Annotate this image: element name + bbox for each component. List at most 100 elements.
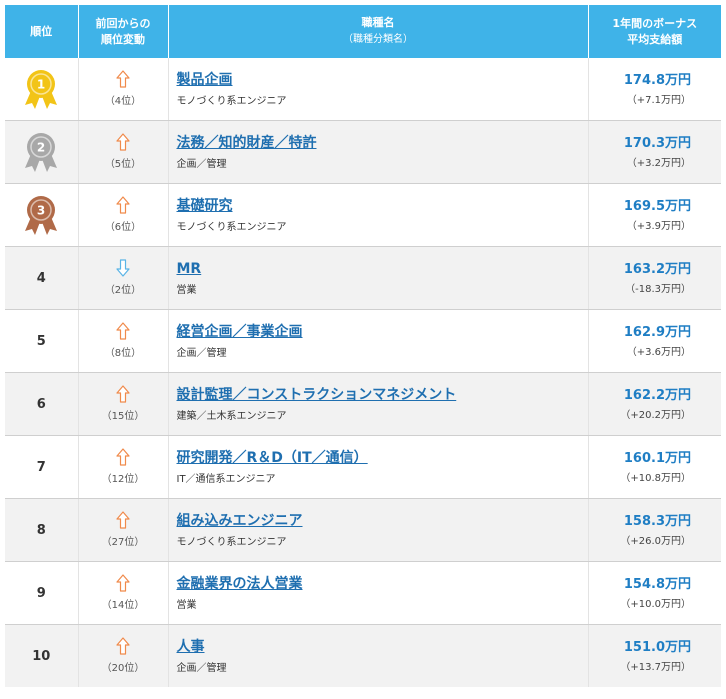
rank-cell: 7 xyxy=(5,435,79,499)
header-bonus: 1年間のボーナス 平均支給額 xyxy=(588,5,721,58)
previous-rank: （15位） xyxy=(101,410,145,422)
job-category: 建築／土木系エンジニア xyxy=(176,411,287,422)
job-title-link[interactable]: 人事 xyxy=(176,639,205,655)
table-body: 1 （4位） 製品企画モノづくり系エンジニア 174.8万円 （+7.1万円） 2 （5位）… xyxy=(5,58,721,687)
bonus-difference: （+7.1万円） xyxy=(626,95,691,106)
bonus-difference: （+13.7万円） xyxy=(620,662,691,673)
table-row: 2 （5位） 法務／知的財産／特許企画／管理 170.3万円 （+3.2万円） xyxy=(5,120,721,184)
previous-rank: （6位） xyxy=(104,221,142,233)
bonus-amount: 170.3万円 xyxy=(623,136,691,151)
job-title-link[interactable]: 製品企画 xyxy=(176,72,233,88)
rank-cell: 2 xyxy=(5,120,79,184)
job-cell: 研究開発／R＆D（IT／通信） IT／通信系エンジニア xyxy=(168,435,589,499)
job-title-link[interactable]: 法務／知的財産／特許 xyxy=(176,135,317,151)
previous-rank: （4位） xyxy=(104,95,142,107)
bonus-amount: 154.8万円 xyxy=(623,577,691,592)
job-title-link[interactable]: 組み込みエンジニア xyxy=(176,513,303,529)
header-job: 職種名 （職種分類名） xyxy=(168,5,589,58)
rank-number: 5 xyxy=(36,333,46,349)
bonus-difference: （+3.2万円） xyxy=(626,158,691,169)
arrow-up-icon xyxy=(79,195,168,216)
rank-cell: 5 xyxy=(5,309,79,373)
rank-cell: 4 xyxy=(5,246,79,310)
bonus-cell: 160.1万円 （+10.8万円） xyxy=(588,435,721,499)
job-cell: 設計監理／コンストラクションマネジメント建築／土木系エンジニア xyxy=(168,372,589,436)
bonus-amount: 158.3万円 xyxy=(623,514,691,529)
rank-number: 6 xyxy=(36,396,46,412)
svg-text:3: 3 xyxy=(37,204,45,218)
rank-number: 4 xyxy=(36,270,46,286)
job-title-link[interactable]: 経営企画／事業企画 xyxy=(176,324,303,340)
bonus-cell: 151.0万円 （+13.7万円） xyxy=(588,624,721,687)
table-row: 1 （4位） 製品企画モノづくり系エンジニア 174.8万円 （+7.1万円） xyxy=(5,58,721,121)
bonus-cell: 170.3万円 （+3.2万円） xyxy=(588,120,721,184)
arrow-up-icon xyxy=(79,69,168,90)
rank-change-cell: （12位） xyxy=(78,435,169,499)
job-title-link[interactable]: 基礎研究 xyxy=(176,198,233,214)
bonus-cell: 174.8万円 （+7.1万円） xyxy=(588,58,721,121)
bonus-difference: （+3.6万円） xyxy=(626,347,691,358)
bonus-amount: 169.5万円 xyxy=(623,199,691,214)
bonus-cell: 158.3万円 （+26.0万円） xyxy=(588,498,721,562)
table-row: 5 （8位） 経営企画／事業企画 企画／管理 162.9万円 （+3.6万円） xyxy=(5,309,721,373)
job-title-link[interactable]: 研究開発／R＆D（IT／通信） xyxy=(176,450,368,466)
rank-cell: 9 xyxy=(5,561,79,625)
bonus-difference: （+26.0万円） xyxy=(620,536,691,547)
bonus-difference: （-18.3万円） xyxy=(625,284,691,295)
previous-rank: （20位） xyxy=(101,662,145,674)
arrow-up-icon xyxy=(79,132,168,153)
bonus-cell: 162.9万円 （+3.6万円） xyxy=(588,309,721,373)
header-change: 前回からの 順位変動 xyxy=(78,5,169,58)
bonus-difference: （+20.2万円） xyxy=(620,410,691,421)
svg-text:1: 1 xyxy=(37,78,45,92)
bonus-cell: 169.5万円 （+3.9万円） xyxy=(588,183,721,247)
job-title-link[interactable]: 金融業界の法人営業 xyxy=(176,576,303,592)
previous-rank: （5位） xyxy=(104,158,142,170)
arrow-down-icon xyxy=(79,258,168,279)
rank-cell: 1 xyxy=(5,58,79,121)
job-title-link[interactable]: 設計監理／コンストラクションマネジメント xyxy=(176,387,457,403)
arrow-up-icon xyxy=(79,573,168,594)
job-cell: 製品企画モノづくり系エンジニア xyxy=(168,58,589,121)
previous-rank: （27位） xyxy=(101,536,145,548)
job-category: モノづくり系エンジニア xyxy=(176,96,287,107)
job-cell: 法務／知的財産／特許企画／管理 xyxy=(168,120,589,184)
rank-change-cell: （8位） xyxy=(78,309,169,373)
bonus-amount: 174.8万円 xyxy=(623,73,691,88)
rank-change-cell: （6位） xyxy=(78,183,169,247)
bonus-amount: 163.2万円 xyxy=(623,262,691,277)
bonus-difference: （+3.9万円） xyxy=(626,221,691,232)
bonus-ranking-table: 順位 前回からの 順位変動 職種名 （職種分類名） 1年間のボーナス 平均支給額 1 （… xyxy=(5,5,721,687)
job-category: 企画／管理 xyxy=(176,663,227,674)
rank-change-cell: （14位） xyxy=(78,561,169,625)
job-title-link[interactable]: MR xyxy=(176,261,202,277)
job-category: 企画／管理 xyxy=(176,159,227,170)
arrow-up-icon xyxy=(79,447,168,468)
bonus-difference: （+10.0万円） xyxy=(620,599,691,610)
rank-number: 10 xyxy=(32,648,51,664)
job-cell: MR 営業 xyxy=(168,246,589,310)
job-category: 営業 xyxy=(176,600,197,611)
arrow-up-icon xyxy=(79,321,168,342)
rank-change-cell: （2位） xyxy=(78,246,169,310)
bonus-amount: 160.1万円 xyxy=(623,451,691,466)
job-category: モノづくり系エンジニア xyxy=(176,222,287,233)
table-row: 8 （27位） 組み込みエンジニアモノづくり系エンジニア 158.3万円 （+26.0万… xyxy=(5,498,721,562)
previous-rank: （2位） xyxy=(104,284,142,296)
job-category: 営業 xyxy=(176,285,197,296)
job-category: IT／通信系エンジニア xyxy=(176,474,276,485)
rank-number: 9 xyxy=(36,585,46,601)
arrow-up-icon xyxy=(79,384,168,405)
rank-change-cell: （27位） xyxy=(78,498,169,562)
rank-change-cell: （20位） xyxy=(78,624,169,687)
job-category: モノづくり系エンジニア xyxy=(176,537,287,548)
silver-medal-icon: 2 xyxy=(5,132,78,172)
rank-number: 8 xyxy=(36,522,46,538)
rank-cell: 8 xyxy=(5,498,79,562)
ranking-table-container: 順位 前回からの 順位変動 職種名 （職種分類名） 1年間のボーナス 平均支給額 1 （… xyxy=(5,5,721,687)
rank-change-cell: （4位） xyxy=(78,58,169,121)
bonus-cell: 154.8万円 （+10.0万円） xyxy=(588,561,721,625)
table-row: 3 （6位） 基礎研究モノづくり系エンジニア 169.5万円 （+3.9万円） xyxy=(5,183,721,247)
table-row: 7 （12位） 研究開発／R＆D（IT／通信） IT／通信系エンジニア 160.1万円 （… xyxy=(5,435,721,499)
header-rank: 順位 xyxy=(5,5,79,58)
